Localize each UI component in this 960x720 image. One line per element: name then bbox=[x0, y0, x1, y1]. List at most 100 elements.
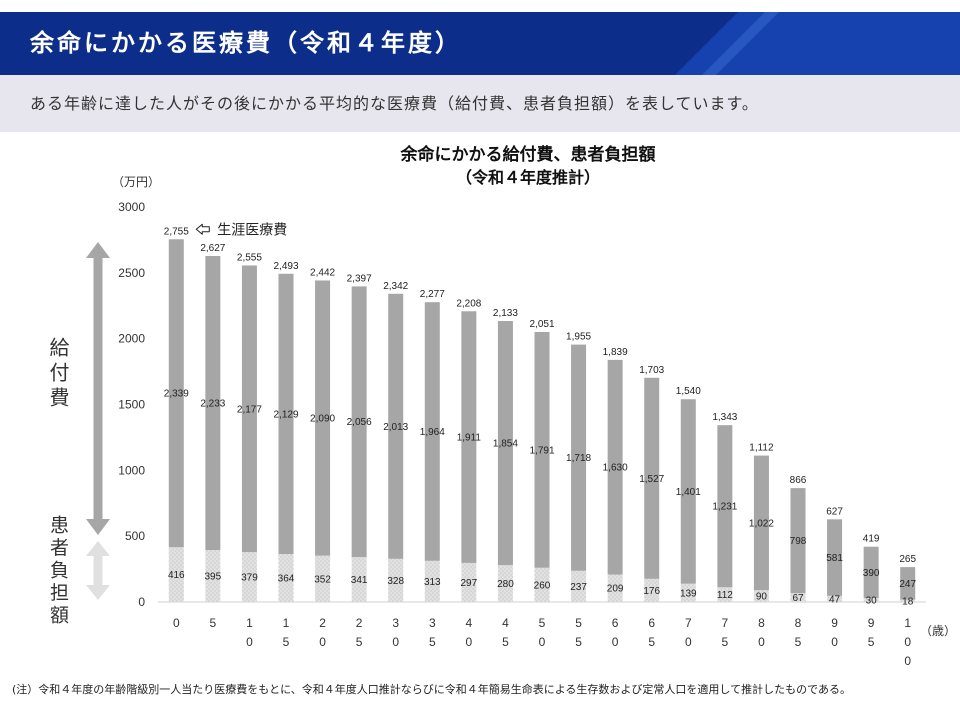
benefit-value-label: 247 bbox=[899, 579, 916, 590]
x-tick-digit: 3 bbox=[429, 616, 436, 630]
benefit-bar-segment bbox=[497, 321, 513, 566]
x-tick-digit: 2 bbox=[319, 616, 326, 630]
footnote: (注）令和４年度の年齢階級別一人当たり医療費をもとに、令和４年度人口推計ならびに… bbox=[12, 683, 851, 696]
x-tick-digit: 5 bbox=[502, 635, 509, 649]
benefit-value-label: 2,056 bbox=[347, 417, 372, 428]
benefit-value-label: 2,090 bbox=[310, 414, 335, 425]
benefit-value-label: 1,630 bbox=[603, 463, 628, 474]
patient-value-label: 297 bbox=[461, 578, 478, 589]
x-tick-digit: 1 bbox=[283, 616, 290, 630]
benefit-bar-segment bbox=[278, 273, 294, 555]
patient-bar-segment bbox=[424, 560, 440, 602]
x-tick-digit: 0 bbox=[758, 635, 765, 649]
patient-value-label: 18 bbox=[902, 596, 914, 607]
patient-bar-segment bbox=[534, 567, 550, 602]
benefit-value-label: 798 bbox=[790, 536, 807, 547]
value-labels: 2,755 2,339 416 2,627 2,233 395 2,555 2,177 379 2… bbox=[164, 226, 917, 607]
chart-subtitle: （令和４年度推計） bbox=[455, 168, 600, 187]
patient-value-label: 139 bbox=[680, 588, 697, 599]
total-value-label: 2,051 bbox=[529, 319, 554, 330]
x-tick-digit: 5 bbox=[429, 635, 436, 649]
patient-bar-segment bbox=[827, 595, 843, 602]
x-tick-digit: 5 bbox=[648, 635, 655, 649]
benefit-bar-segment bbox=[351, 286, 367, 558]
patient-bar-segment bbox=[607, 574, 623, 602]
benefit-bar-segment bbox=[827, 519, 843, 596]
benefit-value-label: 581 bbox=[826, 553, 843, 564]
patient-value-label: 328 bbox=[387, 576, 404, 587]
x-tick-digit: 5 bbox=[539, 616, 546, 630]
total-value-label: 1,343 bbox=[712, 412, 737, 423]
patient-value-label: 364 bbox=[278, 574, 295, 585]
total-value-label: 1,839 bbox=[603, 347, 628, 358]
patient-value-label: 395 bbox=[205, 571, 222, 582]
total-value-label: 2,627 bbox=[200, 243, 225, 254]
x-tick-digit: 5 bbox=[575, 616, 582, 630]
x-tick-digit: 5 bbox=[722, 635, 729, 649]
patient-bar-segment bbox=[241, 552, 257, 602]
patient-bar-segment bbox=[205, 549, 221, 602]
patient-value-label: 352 bbox=[314, 574, 331, 585]
patient-bar-segment bbox=[680, 583, 696, 602]
page-title: 余命にかかる医療費（令和４年度） bbox=[30, 29, 462, 57]
x-tick-label: 1 0 0 bbox=[904, 616, 911, 668]
patient-double-arrow-icon bbox=[86, 541, 110, 600]
benefit-value-label: 1,022 bbox=[749, 518, 774, 529]
x-tick-digit: 8 bbox=[758, 616, 765, 630]
y-tick-label: 2000 bbox=[118, 332, 145, 346]
patient-bar-segment bbox=[863, 598, 879, 602]
benefit-bar-segment bbox=[205, 255, 221, 550]
x-tick-digit: 0 bbox=[539, 635, 546, 649]
total-value-label: 2,493 bbox=[273, 261, 298, 272]
x-tick-digit: 0 bbox=[904, 654, 911, 668]
y-tick-label: 1000 bbox=[118, 463, 145, 477]
y-axis-ticks: 0 500 1000 1500 2000 2500 3000 bbox=[118, 200, 145, 609]
lifetime-cost-annotation: 生涯医療費 bbox=[195, 221, 287, 238]
benefit-bar-segment bbox=[644, 377, 660, 579]
total-value-label: 2,397 bbox=[347, 273, 372, 284]
stacked-bars bbox=[168, 239, 916, 602]
benefit-value-label: 1,791 bbox=[529, 445, 554, 456]
x-tick-label: 0 bbox=[173, 616, 180, 630]
patient-value-label: 30 bbox=[866, 596, 878, 607]
patient-bar-segment bbox=[900, 599, 916, 602]
patient-value-label: 176 bbox=[643, 586, 660, 597]
chart-title: 余命にかかる給付費、患者負担額 bbox=[400, 145, 656, 165]
patient-value-label: 260 bbox=[534, 580, 551, 591]
benefit-bar-segment bbox=[680, 399, 696, 584]
benefit-bar-segment bbox=[753, 455, 769, 591]
benefit-value-label: 1,231 bbox=[712, 502, 737, 513]
benefit-bar-segment bbox=[388, 293, 404, 559]
total-value-label: 1,703 bbox=[639, 365, 664, 376]
benefit-bar-segment bbox=[863, 546, 879, 599]
total-value-label: 1,955 bbox=[566, 332, 591, 343]
total-value-label: 419 bbox=[863, 534, 880, 545]
total-value-label: 866 bbox=[790, 475, 807, 486]
x-tick-digit: 9 bbox=[868, 616, 875, 630]
total-value-label: 265 bbox=[899, 554, 916, 565]
patient-value-label: 90 bbox=[756, 592, 768, 603]
x-tick-digit: 2 bbox=[356, 616, 363, 630]
benefit-bar-segment bbox=[315, 280, 331, 556]
y-tick-label: 1500 bbox=[118, 398, 145, 412]
total-value-label: 2,342 bbox=[383, 281, 408, 292]
benefit-value-label: 2,129 bbox=[273, 409, 298, 420]
benefit-bar-segment bbox=[717, 425, 733, 588]
patient-bar-segment bbox=[571, 570, 587, 602]
patient-value-label: 341 bbox=[351, 575, 368, 586]
benefit-bar-segment bbox=[168, 239, 184, 548]
x-tick-digit: 5 bbox=[868, 635, 875, 649]
x-tick-digit: 5 bbox=[283, 635, 290, 649]
patient-bar-segment bbox=[717, 587, 733, 602]
benefit-value-label: 2,233 bbox=[200, 398, 225, 409]
x-tick-digit: 0 bbox=[246, 635, 253, 649]
